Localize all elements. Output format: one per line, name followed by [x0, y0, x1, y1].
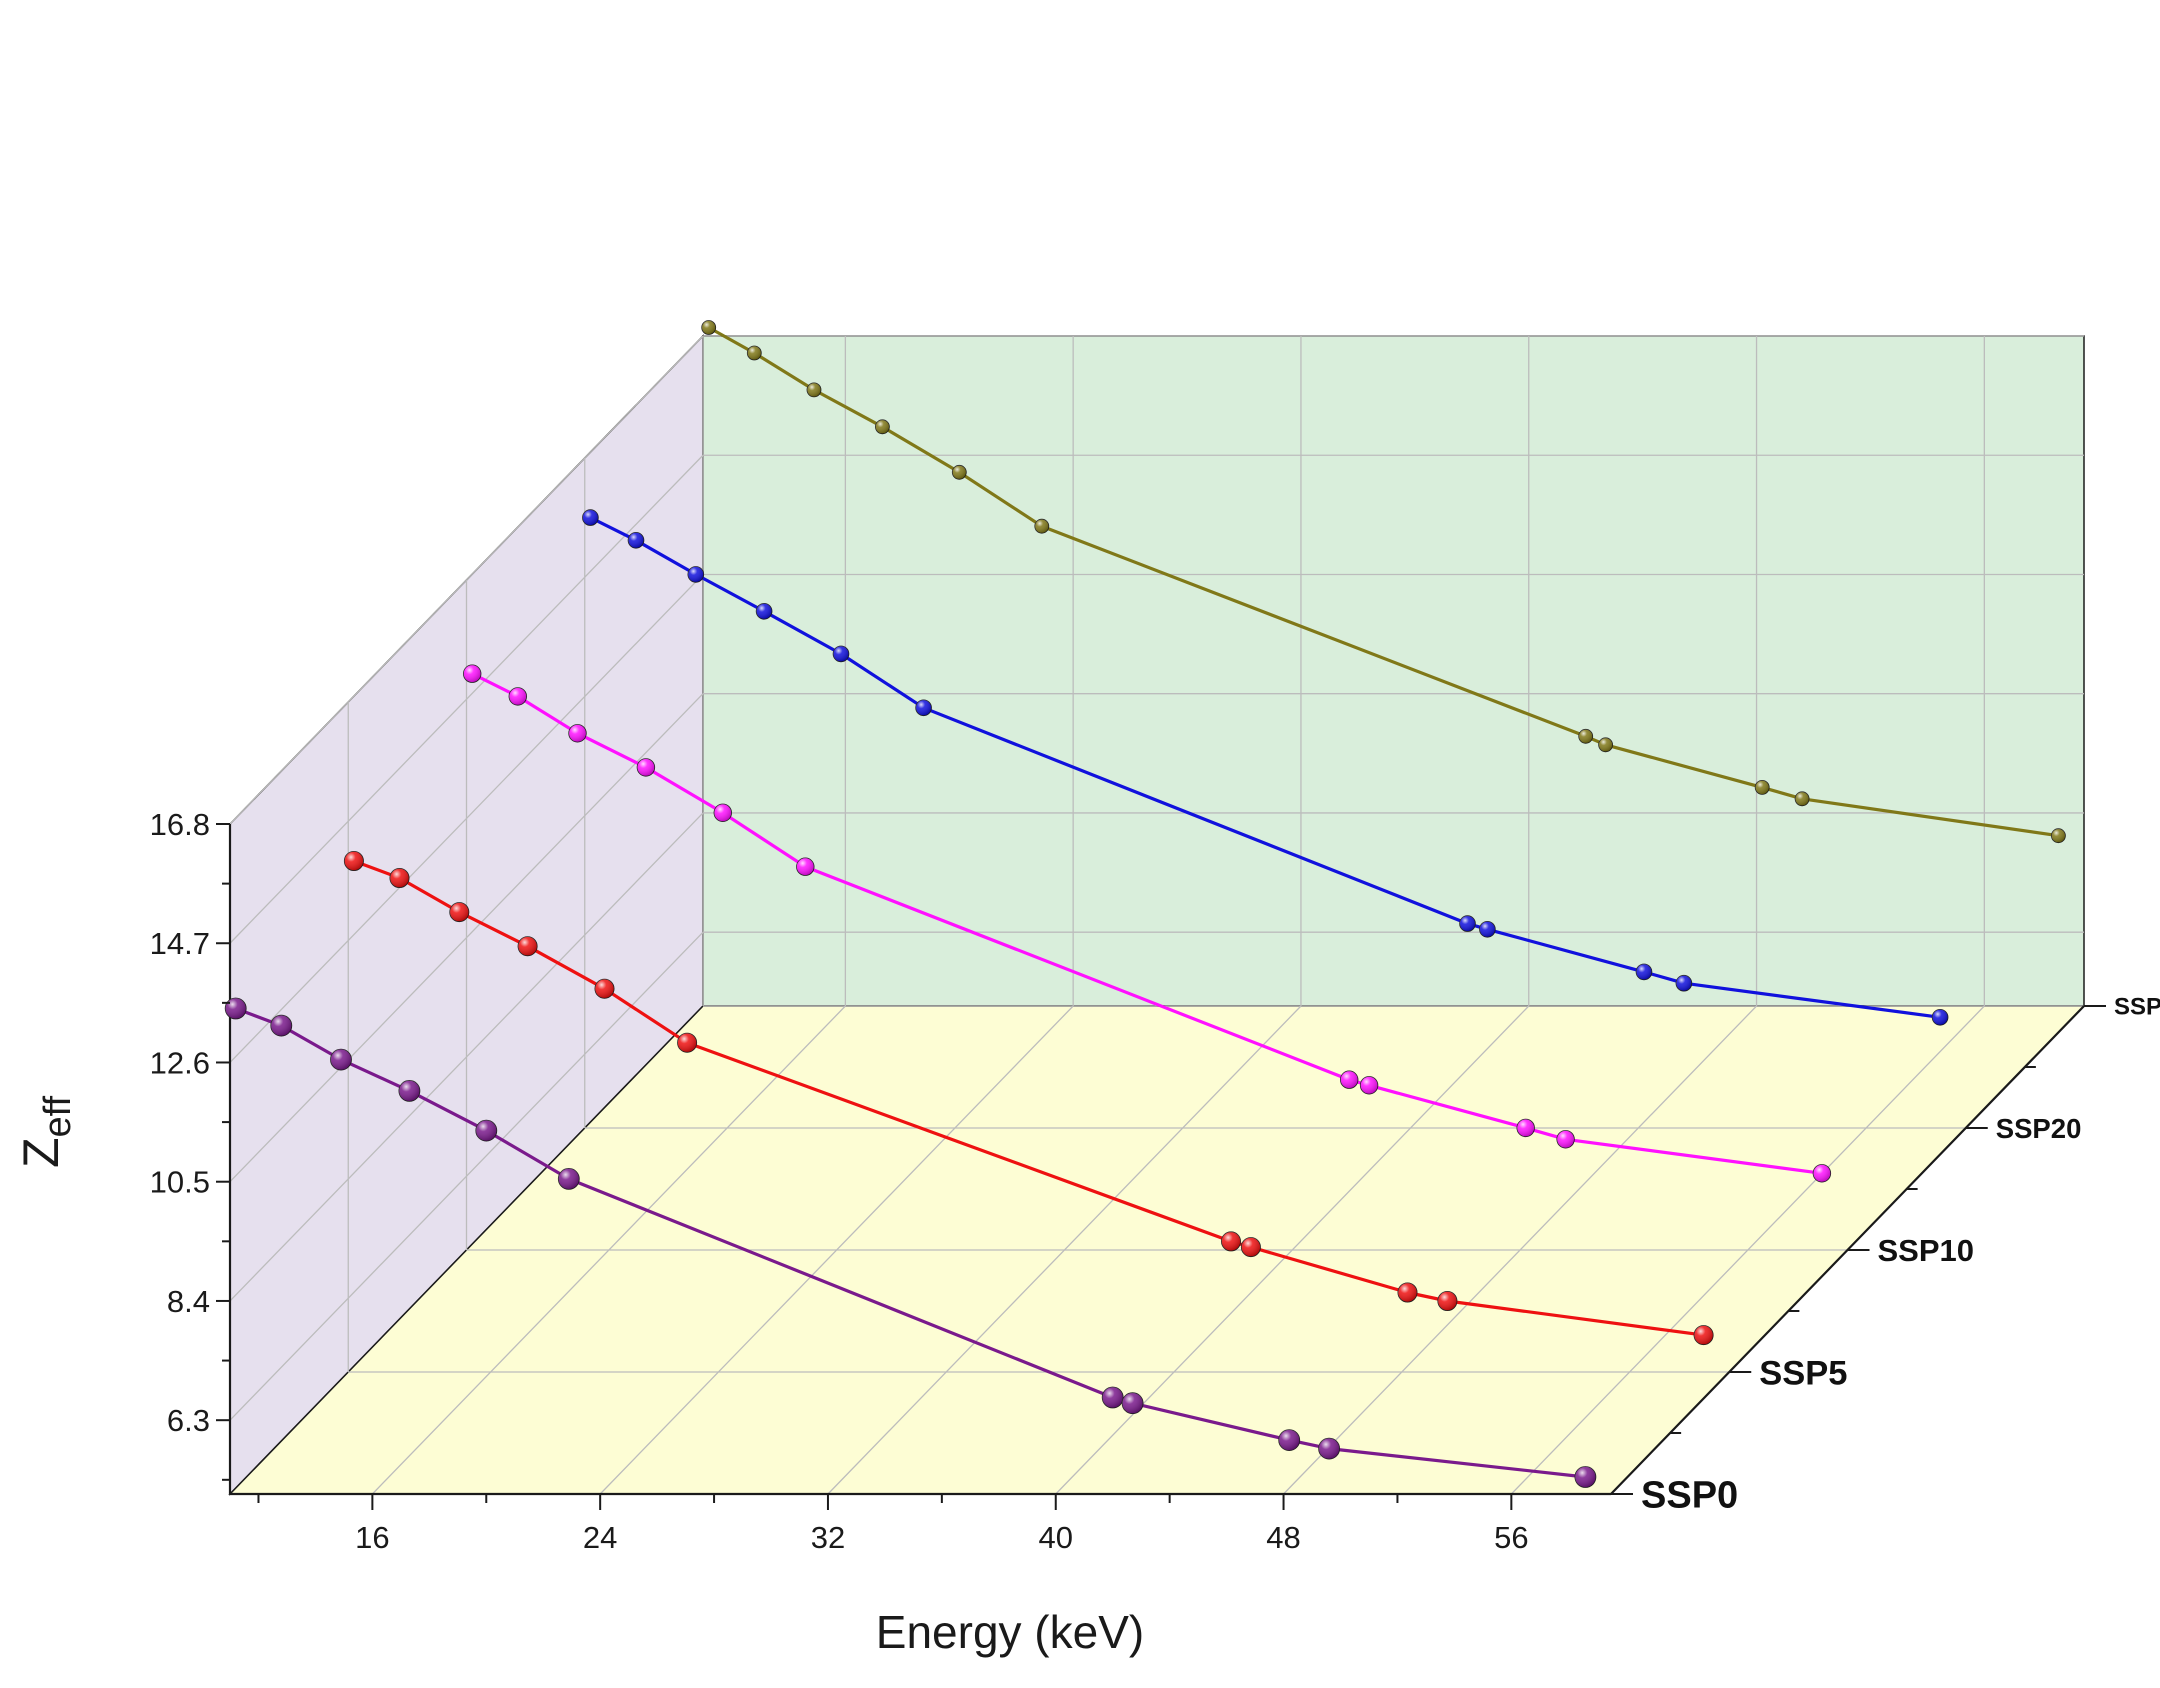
series-ssp20 — [582, 509, 1949, 1026]
depth-tick-label: SSP30 — [2114, 994, 2160, 1021]
x-tick-label: 32 — [811, 1520, 845, 1555]
y-axis-title-sub: eff — [37, 1096, 79, 1138]
data-point-gloss — [518, 936, 538, 956]
data-point-gloss — [1437, 1291, 1457, 1311]
data-point-gloss — [637, 758, 655, 777]
data-point-gloss — [1676, 975, 1692, 992]
data-point-gloss — [475, 1120, 497, 1142]
x-tick-label: 56 — [1494, 1520, 1528, 1555]
data-point-gloss — [687, 566, 704, 583]
data-point-gloss — [833, 646, 849, 662]
series-ssp5 — [343, 851, 1714, 1346]
data-point-gloss — [796, 857, 815, 876]
data-point-gloss — [558, 1168, 580, 1190]
data-point-gloss — [1636, 964, 1652, 980]
data-point-gloss — [677, 1033, 697, 1053]
data-point-gloss — [628, 532, 644, 549]
data-point-gloss — [2051, 828, 2066, 843]
data-point-gloss — [1034, 519, 1049, 534]
data-point-gloss — [714, 804, 732, 822]
y-tick-label: 14.7 — [150, 926, 210, 961]
x-tick-label: 24 — [583, 1520, 617, 1555]
data-point-gloss — [449, 902, 469, 922]
data-point-gloss — [330, 1049, 352, 1071]
depth-tick-label: SSP10 — [1878, 1233, 1975, 1268]
data-point-gloss — [1459, 915, 1476, 932]
y-axis-title: Zeff — [13, 1096, 79, 1169]
data-point-gloss — [509, 687, 527, 706]
data-point-gloss — [398, 1080, 420, 1102]
data-point-gloss — [952, 465, 967, 480]
data-point-gloss — [1578, 729, 1593, 744]
data-point-gloss — [875, 419, 890, 434]
data-point-gloss — [344, 851, 364, 871]
series-ssp10 — [463, 664, 1832, 1183]
data-point-gloss — [747, 346, 762, 360]
y-tick-label: 16.8 — [150, 807, 210, 842]
data-point-gloss — [1241, 1237, 1261, 1257]
x-tick-label: 48 — [1266, 1520, 1300, 1555]
y-tick-label: 12.6 — [150, 1045, 210, 1080]
y-tick-label: 6.3 — [167, 1403, 210, 1438]
series-group — [224, 320, 2066, 1488]
x-axis-title: Energy (keV) — [876, 1606, 1144, 1658]
data-point-gloss — [1694, 1325, 1714, 1345]
data-point-gloss — [270, 1015, 292, 1037]
data-point-gloss — [1221, 1231, 1241, 1251]
data-point-gloss — [1755, 780, 1770, 795]
depth-tick-label: SSP5 — [1759, 1354, 1847, 1392]
data-point-gloss — [915, 699, 932, 716]
data-point-gloss — [389, 868, 410, 888]
data-point-gloss — [1479, 921, 1496, 938]
series-ssp0 — [224, 997, 1597, 1488]
data-point-gloss — [1340, 1070, 1358, 1089]
x-tick-label: 16 — [355, 1520, 389, 1555]
data-point-gloss — [1397, 1282, 1418, 1303]
data-point-gloss — [1318, 1438, 1340, 1460]
data-point-gloss — [1102, 1387, 1124, 1408]
data-point-gloss — [1795, 791, 1810, 806]
data-point-gloss — [1598, 737, 1613, 752]
data-point-gloss — [807, 382, 821, 397]
data-point-gloss — [225, 998, 247, 1019]
data-point-gloss — [701, 320, 716, 335]
y-axis-title-main: Z — [13, 1138, 69, 1169]
data-point-gloss — [1516, 1119, 1535, 1137]
data-point-gloss — [1278, 1429, 1300, 1451]
data-point-gloss — [594, 979, 615, 999]
data-point-gloss — [1122, 1392, 1144, 1414]
data-point-gloss — [463, 664, 482, 683]
depth-tick-label: SSP20 — [1996, 1113, 2082, 1144]
y-tick-label: 10.5 — [150, 1165, 210, 1200]
depth-tick-label: SSP0 — [1641, 1475, 1738, 1517]
data-point-gloss — [582, 509, 599, 526]
series-ssp30 — [701, 320, 2066, 844]
data-point-gloss — [1556, 1130, 1575, 1149]
data-point-gloss — [756, 603, 772, 620]
data-point-gloss — [1813, 1164, 1831, 1183]
y-tick-label: 8.4 — [167, 1284, 210, 1319]
data-point-gloss — [1932, 1009, 1948, 1026]
data-point-gloss — [1574, 1466, 1596, 1488]
data-point-gloss — [568, 724, 587, 743]
tick-group: 6.3 8.4 10.5 12.6 14.7 16.8 16 24 32 40 48 56 SSP0 SS… — [150, 807, 2160, 1555]
x-tick-label: 40 — [1039, 1520, 1073, 1555]
data-point-gloss — [1360, 1076, 1378, 1095]
back-wall-panel — [702, 335, 2085, 1007]
